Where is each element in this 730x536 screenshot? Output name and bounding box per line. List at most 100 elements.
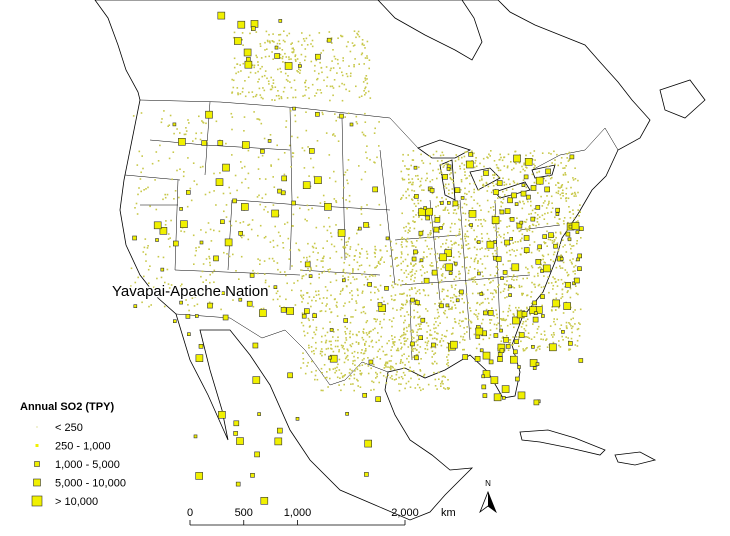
point-small xyxy=(237,92,239,94)
point-small xyxy=(413,196,415,198)
point-small xyxy=(320,389,323,392)
point-small xyxy=(437,332,439,335)
point-small xyxy=(574,193,577,195)
point-small xyxy=(434,317,436,320)
point-small xyxy=(557,186,560,189)
point-small xyxy=(498,159,501,161)
point-large xyxy=(349,122,354,127)
point-small xyxy=(577,179,579,182)
point-small xyxy=(247,224,249,226)
point-small xyxy=(491,252,494,255)
point-small xyxy=(454,288,456,290)
point-small xyxy=(429,232,431,234)
point-large xyxy=(505,344,511,349)
point-small xyxy=(498,284,500,286)
point-small xyxy=(168,124,171,126)
point-small xyxy=(344,331,346,333)
point-small xyxy=(477,318,479,320)
point-small xyxy=(293,282,295,284)
point-small xyxy=(569,243,571,246)
point-small xyxy=(503,237,505,239)
point-small xyxy=(521,294,523,296)
point-small xyxy=(374,275,377,277)
point-small xyxy=(529,226,531,229)
point-small xyxy=(364,344,366,346)
point-small xyxy=(330,340,332,343)
point-small xyxy=(494,214,496,216)
point-small xyxy=(319,61,321,64)
point-small xyxy=(271,257,274,260)
point-small xyxy=(326,331,329,334)
point-small xyxy=(560,197,562,200)
point-small xyxy=(438,378,440,380)
point-small xyxy=(495,183,498,185)
point-small xyxy=(257,234,259,237)
point-small xyxy=(479,258,482,260)
point-small xyxy=(407,313,410,316)
point-small xyxy=(464,237,466,240)
point-small xyxy=(558,243,561,246)
point-small xyxy=(279,271,282,273)
point-small xyxy=(294,55,296,58)
point-small xyxy=(176,128,178,130)
point-small xyxy=(308,296,311,298)
point-small xyxy=(554,163,556,166)
point-small xyxy=(575,292,578,295)
point-small xyxy=(413,227,416,230)
point-small xyxy=(429,230,432,232)
point-small xyxy=(141,301,143,304)
point-small xyxy=(534,286,536,288)
point-small xyxy=(377,298,379,300)
point-small xyxy=(391,335,393,337)
point-small xyxy=(489,329,492,331)
point-small xyxy=(136,164,139,166)
point-small xyxy=(438,257,440,259)
point-small xyxy=(418,328,421,330)
point-small xyxy=(511,278,513,281)
point-small xyxy=(343,247,345,249)
point-small xyxy=(183,230,186,233)
point-large xyxy=(251,26,256,31)
point-large xyxy=(186,190,191,195)
point-small xyxy=(442,264,445,267)
point-small xyxy=(455,234,457,237)
point-small xyxy=(453,318,456,320)
point-small xyxy=(420,358,422,360)
point-small xyxy=(301,275,304,278)
point-small xyxy=(292,47,294,50)
point-large xyxy=(180,220,188,228)
point-small xyxy=(379,371,382,374)
point-small xyxy=(373,363,375,366)
point-small xyxy=(371,380,373,383)
point-small xyxy=(408,370,410,372)
point-small xyxy=(562,261,565,264)
point-small xyxy=(300,321,303,324)
point-small xyxy=(508,225,511,227)
point-small xyxy=(356,229,359,231)
point-small xyxy=(433,327,435,330)
point-small xyxy=(426,344,428,347)
point-small xyxy=(398,376,400,379)
point-small xyxy=(579,204,581,206)
point-small xyxy=(400,293,403,295)
point-small xyxy=(173,198,175,200)
point-small xyxy=(201,270,204,273)
point-small xyxy=(538,250,541,252)
point-small xyxy=(423,375,425,377)
point-large xyxy=(454,187,461,193)
point-large xyxy=(504,208,511,214)
point-small xyxy=(162,198,164,201)
point-small xyxy=(471,150,473,153)
point-small xyxy=(345,73,348,75)
point-small xyxy=(356,368,359,371)
point-small xyxy=(152,286,155,289)
point-small xyxy=(323,364,326,366)
point-small xyxy=(488,302,490,304)
point-small xyxy=(307,302,309,305)
point-small xyxy=(192,234,195,237)
point-small xyxy=(293,49,295,51)
point-small xyxy=(333,79,336,81)
point-small xyxy=(264,49,266,51)
point-large xyxy=(541,314,545,318)
point-small xyxy=(414,387,417,389)
